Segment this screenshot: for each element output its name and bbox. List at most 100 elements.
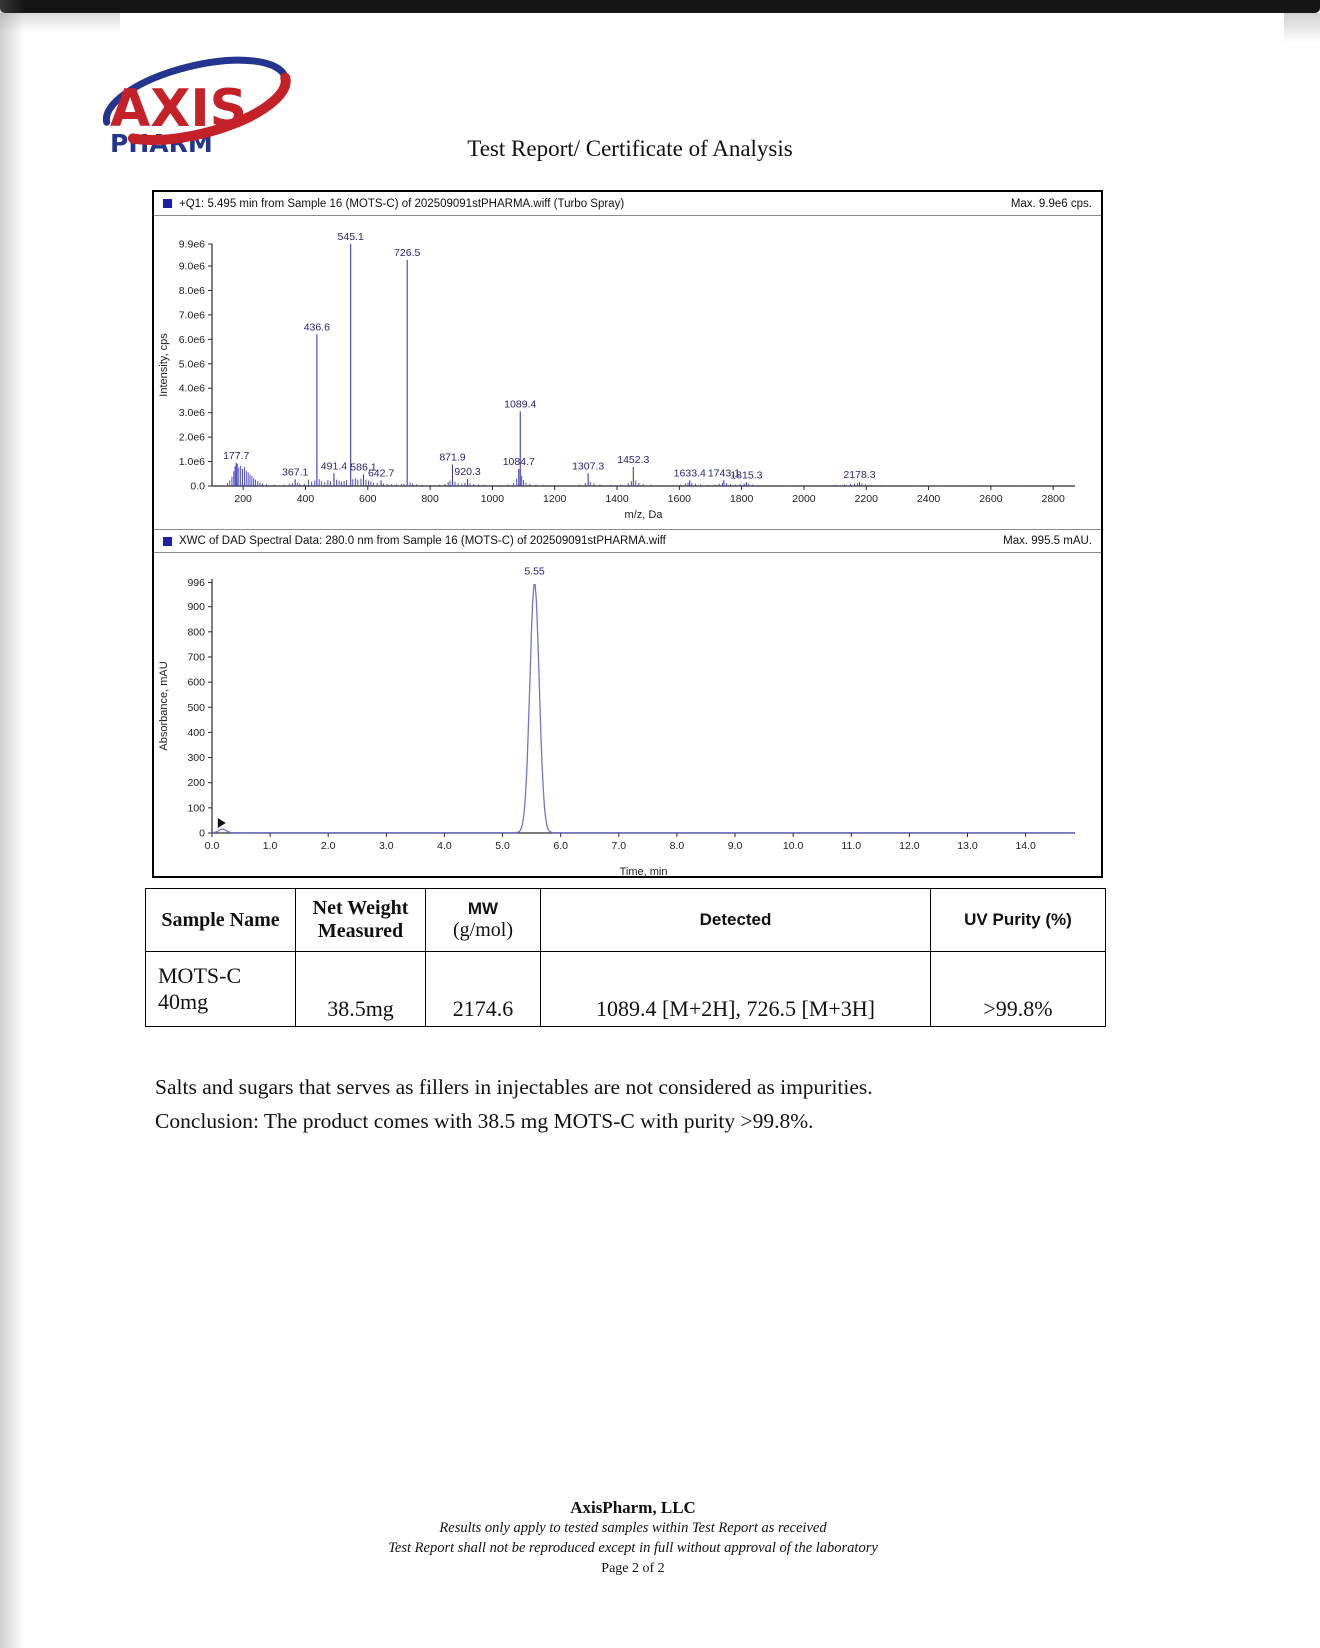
peak-label: 2178.3 <box>843 469 875 481</box>
table-header-row: Sample Name Net Weight Measured MW (g/mo… <box>145 888 1106 952</box>
cell-detected: 1089.4 [M+2H], 726.5 [M+3H] <box>540 951 931 1027</box>
origin-marker-icon <box>217 817 226 828</box>
scan-artifact-top-right <box>1284 13 1320 43</box>
x-tick-label: 13.0 <box>957 840 978 852</box>
notes-block: Salts and sugars that serves as fillers … <box>155 1070 1075 1138</box>
y-tick-label: 900 <box>187 601 205 613</box>
x-tick-label: 1000 <box>481 493 505 505</box>
y-tick-label: 700 <box>187 651 205 663</box>
page-title: Test Report/ Certificate of Analysis <box>467 136 793 161</box>
x-tick-label: 2800 <box>1042 493 1066 505</box>
y-tick-label: 9.9e6 <box>179 239 205 251</box>
cell-mw: 2174.6 <box>425 951 541 1027</box>
x-tick-label: 2600 <box>979 493 1003 505</box>
xwc-chart-header: XWC of DAD Spectral Data: 280.0 nm from … <box>154 529 1101 553</box>
peak-label: 1084.7 <box>503 456 535 468</box>
note-fillers: Salts and sugars that serves as fillers … <box>155 1075 873 1099</box>
x-tick-label: 14.0 <box>1015 840 1036 852</box>
col-header-mw: MW (g/mol) <box>425 888 541 952</box>
chromatogram-chart: 0.0 1.0 2.0 3.0 4.0 5.0 6.0 7.0 8.0 9.0 10.0 11.0 12… <box>154 553 1101 886</box>
peak-label: 726.5 <box>394 247 420 259</box>
retention-time-label: 5.55 <box>524 566 545 578</box>
logo-swoosh-blue <box>102 56 289 126</box>
peak-label: 1089.4 <box>504 398 536 410</box>
peak-label: 920.3 <box>454 466 480 478</box>
x-tick-label: 10.0 <box>783 840 804 852</box>
legend-square-icon <box>163 199 172 208</box>
x-tick-label: 3.0 <box>379 840 394 852</box>
cell-uv-purity: >99.8% <box>930 951 1106 1027</box>
peak-label: 586.1 <box>350 461 376 473</box>
footer-page-number: Page 2 of 2 <box>601 1561 665 1576</box>
peak-label: 436.6 <box>304 321 330 333</box>
x-tick-label: 2400 <box>917 493 941 505</box>
legend-square-icon <box>163 536 172 546</box>
ms-chart-title: +Q1: 5.495 min from Sample 16 (MOTS-C) o… <box>179 197 625 210</box>
ms-chart-header: +Q1: 5.495 min from Sample 16 (MOTS-C) o… <box>154 192 1101 216</box>
y-tick-label: 3.0e6 <box>179 407 205 419</box>
cell-sample-name: MOTS-C 40mg <box>145 951 296 1027</box>
y-tick-label: 0.0 <box>190 481 205 493</box>
y-tick-label: 2.0e6 <box>179 432 205 444</box>
note-conclusion: Conclusion: The product comes with 38.5 … <box>155 1109 814 1133</box>
y-tick-label: 8.0e6 <box>179 285 205 297</box>
xwc-max-label: Max. 995.5 mAU. <box>1003 535 1092 547</box>
peak-label: 642.7 <box>368 468 394 480</box>
results-table: Sample Name Net Weight Measured MW (g/mo… <box>145 888 1106 1027</box>
y-tick-label: 4.0e6 <box>179 383 205 395</box>
axispharm-logo: AXIS PHARM <box>102 56 291 158</box>
peak-label: 1307.3 <box>572 460 604 472</box>
peak-label: 1743.1 <box>708 467 740 479</box>
y-tick-label: 1.0e6 <box>179 456 205 468</box>
y-axis-title: Absorbance, mAU <box>158 661 170 750</box>
x-tick-label: 9.0 <box>728 840 743 852</box>
y-tick-label: 6.0e6 <box>179 334 205 346</box>
col-header-sample-name: Sample Name <box>145 888 296 952</box>
y-tick-label: 200 <box>187 777 205 789</box>
chromatogram-trace <box>211 583 1075 834</box>
y-tick-label: 5.0e6 <box>179 358 205 370</box>
peak-label: 177.7 <box>223 450 249 462</box>
x-tick-label: 4.0 <box>437 840 452 852</box>
x-tick-label: 1.0 <box>263 840 278 852</box>
x-tick-label: 1400 <box>605 493 629 505</box>
y-tick-label: 100 <box>187 802 205 814</box>
x-tick-label: 600 <box>359 493 377 505</box>
ms-max-label: Max. 9.9e6 cps. <box>1010 197 1092 210</box>
x-tick-label: 8.0 <box>670 840 685 852</box>
x-tick-label: 7.0 <box>611 840 626 852</box>
mass-spectrum-svg: 200 400 600 800 1000 1200 1400 1600 1800 2000 2200… <box>158 231 1075 521</box>
cell-net-weight: 38.5mg <box>295 951 426 1027</box>
x-tick-label: 800 <box>421 493 439 505</box>
mass-spectrum-chart: 200 400 600 800 1000 1200 1400 1600 1800 2000 2200… <box>154 216 1101 529</box>
x-tick-label: 11.0 <box>841 840 861 852</box>
x-tick-label: 6.0 <box>553 840 568 852</box>
x-tick-label: 2.0 <box>321 840 336 852</box>
x-tick-label: 200 <box>234 493 252 505</box>
y-tick-label: 7.0e6 <box>179 309 205 321</box>
y-tick-label: 996 <box>187 577 205 589</box>
footer-disclaimer-1: Results only apply to tested samples wit… <box>439 1520 827 1536</box>
y-tick-label: 600 <box>187 677 205 689</box>
peak-label: 1452.3 <box>617 454 649 466</box>
x-tick-label: 12.0 <box>899 840 920 852</box>
y-tick-label: 0 <box>199 828 205 840</box>
peak-label: 491.4 <box>321 460 347 472</box>
x-tick-label: 400 <box>297 493 315 505</box>
col-header-detected: Detected <box>540 888 931 952</box>
col-header-uv-purity: UV Purity (%) <box>930 888 1106 952</box>
scan-artifact-left-shadow <box>0 0 24 1648</box>
peak-label: 545.1 <box>338 231 364 243</box>
x-tick-label: 5.0 <box>495 840 510 852</box>
x-tick-label: 1800 <box>730 493 754 505</box>
scan-artifact-top-bar <box>0 0 1320 13</box>
x-tick-label: 0.0 <box>205 840 220 852</box>
chromatogram-svg: 0.0 1.0 2.0 3.0 4.0 5.0 6.0 7.0 8.0 9.0 10.0 11.0 12… <box>158 566 1075 878</box>
x-tick-label: 1200 <box>543 493 567 505</box>
y-tick-label: 9.0e6 <box>179 261 205 273</box>
footer-company: AxisPharm, LLC <box>570 1498 696 1517</box>
chart-panel: +Q1: 5.495 min from Sample 16 (MOTS-C) o… <box>152 190 1103 878</box>
x-tick-label: 2200 <box>855 493 879 505</box>
x-tick-label: 1600 <box>668 493 692 505</box>
